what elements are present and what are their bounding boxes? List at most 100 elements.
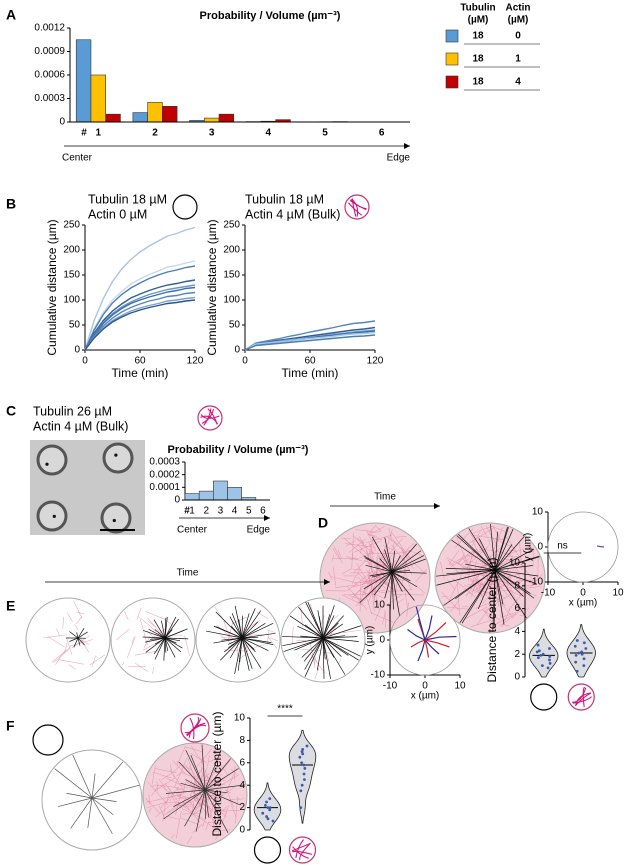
microtubule <box>494 569 505 625</box>
actin-filament <box>183 802 201 823</box>
x-tick-label: 6 <box>260 506 266 517</box>
actin-filament <box>359 541 365 554</box>
data-point <box>263 803 267 807</box>
x-tick-label: 3 <box>218 506 224 517</box>
y-axis-label: y (µm) <box>523 533 534 562</box>
microtubule <box>164 637 182 653</box>
actin-filament <box>346 585 368 610</box>
actin-filament <box>160 786 179 809</box>
actin-filament <box>67 612 73 623</box>
panel-label: B <box>6 196 16 212</box>
data-point <box>301 747 305 751</box>
data-point <box>302 763 306 767</box>
actin-filament <box>391 538 410 559</box>
microtubule <box>77 628 85 639</box>
actin-filament <box>186 836 193 844</box>
y-tick-label: 150 <box>63 270 80 281</box>
y-axis-label: Cumulative distance (µm) <box>205 219 219 355</box>
actin-filament <box>175 792 182 815</box>
microtubule <box>145 637 166 653</box>
y-tick-label: 200 <box>63 245 80 256</box>
actin-filament <box>353 536 373 553</box>
legend-value: 0 <box>515 31 521 42</box>
microtubule <box>195 789 206 832</box>
series-line <box>84 226 196 351</box>
series-line <box>424 622 447 641</box>
microtubule <box>316 637 324 671</box>
data-point <box>548 655 552 658</box>
actin-filament <box>467 545 489 566</box>
actin-filament <box>229 800 237 817</box>
actin-filament <box>177 794 189 799</box>
microtubule <box>153 637 166 655</box>
actin-filament <box>348 538 367 553</box>
microtubule <box>204 789 220 807</box>
actin-squiggle <box>572 687 587 703</box>
actin-filament <box>213 798 216 821</box>
actin-filament <box>457 583 460 616</box>
actin-filament <box>223 620 231 640</box>
series-line <box>84 299 196 351</box>
microtubule <box>69 631 79 639</box>
series-line <box>417 639 426 662</box>
actin-filament <box>448 572 463 602</box>
actin-filament <box>216 807 226 813</box>
actin-filament <box>189 786 196 795</box>
microtubule <box>391 571 394 610</box>
actin-filament <box>152 771 171 779</box>
y-tick-label: 0.0003 <box>34 93 65 104</box>
actin-filament <box>192 823 204 833</box>
actin-filament <box>227 621 234 641</box>
actin-filament <box>500 589 513 592</box>
actin-filament <box>360 579 377 583</box>
actin-filament <box>158 784 183 789</box>
actin-filament <box>354 588 362 595</box>
microtubule <box>204 789 241 806</box>
actin-filament <box>193 775 196 798</box>
panel-label: C <box>6 403 16 419</box>
microtubule <box>77 631 88 639</box>
legend-swatch <box>445 29 459 43</box>
actin-filament <box>462 558 477 577</box>
series-line <box>84 296 196 351</box>
microtubule <box>494 565 533 571</box>
data-point <box>575 669 579 673</box>
actin-filament <box>68 664 76 670</box>
bar <box>105 113 121 123</box>
actin-filament <box>269 637 279 642</box>
actin-filament <box>384 538 403 560</box>
actin-filament <box>197 748 213 767</box>
microtubule <box>494 536 525 571</box>
bar <box>147 102 163 123</box>
microtubule <box>468 528 496 571</box>
microtubule <box>391 571 415 601</box>
condition-label: Actin 0 µM <box>88 207 147 221</box>
legend-header: Tubulin <box>460 3 495 14</box>
y-tick-label: 8 <box>514 580 520 591</box>
droplet-ring <box>100 502 132 534</box>
actin-filament <box>296 639 307 641</box>
microtubule <box>164 637 183 649</box>
microtubule <box>185 779 206 791</box>
y-tick-label: -10 <box>371 670 386 681</box>
data-point <box>300 761 304 765</box>
series-line <box>596 545 605 548</box>
condition-label: Actin 4 µM (Bulk) <box>33 419 128 433</box>
actin-filament <box>494 587 506 600</box>
actin-filament <box>214 822 222 832</box>
actin-filament <box>159 784 169 793</box>
droplet-ring <box>36 444 68 476</box>
actin-filament <box>492 525 502 541</box>
microtubule <box>164 637 176 658</box>
actin-filament <box>189 770 201 798</box>
legend-header: Actin <box>506 3 531 14</box>
microtubule <box>241 622 274 639</box>
axis-start: Center <box>177 525 208 536</box>
actin-filament <box>238 798 245 800</box>
actin-filament <box>126 636 136 658</box>
microtubule <box>231 625 243 639</box>
microtubule <box>173 789 206 808</box>
actin-filament <box>89 654 106 666</box>
microtubule <box>184 789 206 827</box>
microtubule <box>294 637 324 651</box>
